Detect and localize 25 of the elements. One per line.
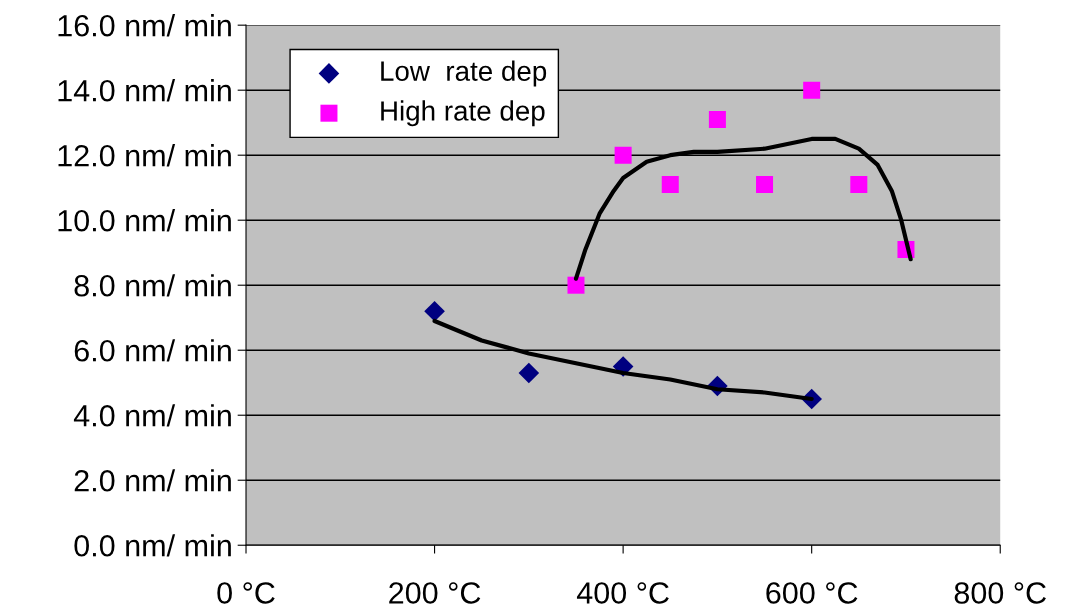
- x-tick-label: 200 °C: [389, 582, 481, 604]
- point: [708, 110, 726, 128]
- legend-label: High rate dep: [381, 100, 545, 127]
- point: [661, 175, 679, 193]
- y-tick-label: 8.0 nm/ min: [74, 274, 231, 297]
- point: [518, 362, 540, 384]
- point: [424, 300, 445, 322]
- legend-label: Low rate dep: [381, 60, 547, 87]
- y-tick-label: 4.0 nm/ min: [73, 404, 231, 427]
- y-tick-label: 10.0 nm/ min: [58, 209, 231, 232]
- point: [614, 146, 632, 164]
- point: [850, 175, 868, 193]
- y-tick-label: 2.0 nm/ min: [74, 469, 231, 492]
- x-tick-label: 0 °C: [217, 582, 275, 604]
- y-tick-label: 0.0 nm/ min: [74, 534, 231, 557]
- x-tick-label: 400 °C: [576, 582, 669, 604]
- y-tick-label: 14.0 nm/ min: [58, 79, 231, 102]
- point: [567, 276, 585, 294]
- point: [756, 175, 774, 193]
- x-tick-label: 600 °C: [766, 582, 858, 604]
- x-tick-label: 800 °C: [954, 582, 1046, 604]
- y-tick-label: 6.0 nm/ min: [74, 339, 231, 362]
- y-tick-label: 12.0 nm/ min: [58, 144, 231, 167]
- y-tick-label: 16.0 nm/ min: [58, 14, 231, 37]
- point: [803, 81, 821, 99]
